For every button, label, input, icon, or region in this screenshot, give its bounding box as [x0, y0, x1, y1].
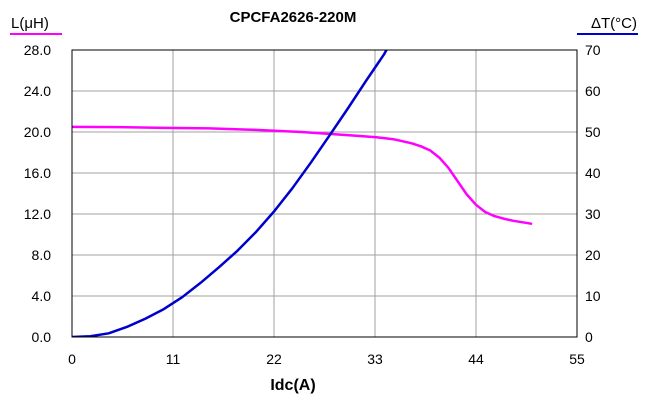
plot-frame: [71, 49, 578, 338]
y-left-tick-label: 4.0: [32, 288, 52, 304]
x-tick-label: 44: [468, 351, 484, 367]
y-right-tick-label: 20: [585, 247, 601, 263]
y-right-tick-label: 40: [585, 165, 601, 181]
chart-title: CPCFA2626-220M: [230, 9, 357, 26]
x-tick-label: 22: [266, 351, 282, 367]
y-left-tick-label: 16.0: [24, 165, 51, 181]
series-line-temperature: [72, 50, 388, 337]
y-left-tick-label: 28.0: [24, 42, 51, 58]
x-axis-label: Idc(A): [270, 377, 315, 394]
y-left-tick-label: 12.0: [24, 206, 51, 222]
x-tick-label: 55: [569, 351, 585, 367]
y-left-axis-label: L(μH): [11, 15, 49, 32]
y-right-tick-label: 10: [585, 288, 601, 304]
y-left-tick-label: 0.0: [32, 329, 52, 345]
y-right-tick-labels: 0 10 20 30 40 50 60 70: [585, 42, 601, 345]
series-layer: [72, 50, 533, 337]
x-tick-labels: 0 11 22 33 44 55: [68, 351, 585, 367]
x-tick-label: 0: [68, 351, 76, 367]
y-right-tick-label: 30: [585, 206, 601, 222]
x-tick-label: 11: [166, 351, 181, 367]
y-left-tick-labels: 0.0 4.0 8.0 12.0 16.0 20.0 24.0 28.0: [24, 42, 51, 345]
y-right-tick-label: 70: [585, 42, 601, 58]
y-left-tick-label: 8.0: [32, 247, 52, 263]
series-line-inductance: [72, 125, 533, 225]
y-right-tick-label: 0: [585, 329, 593, 345]
y-left-tick-label: 24.0: [24, 83, 51, 99]
y-right-tick-label: 50: [585, 124, 601, 140]
y-right-tick-label: 60: [585, 83, 601, 99]
y-left-tick-label: 20.0: [24, 124, 51, 140]
y-right-axis-label: ΔT(°C): [591, 15, 637, 32]
grid: [72, 50, 577, 337]
x-tick-label: 33: [367, 351, 383, 367]
